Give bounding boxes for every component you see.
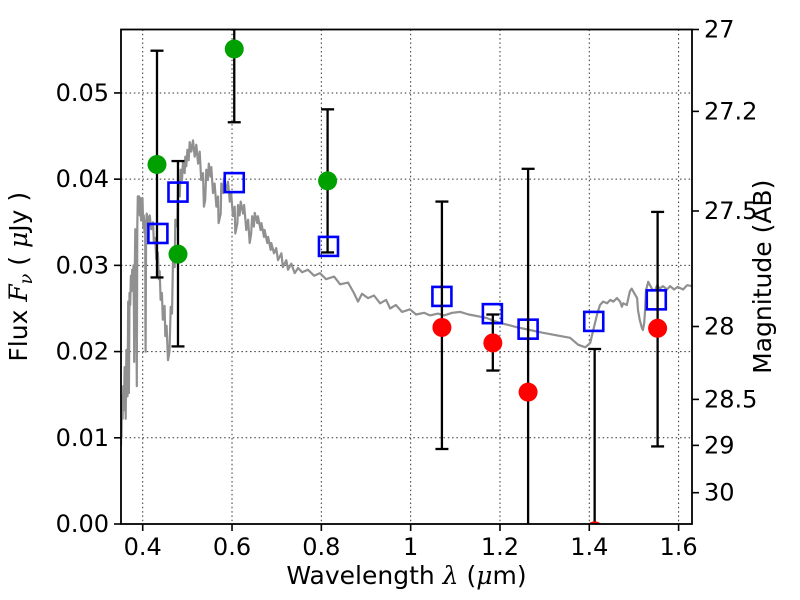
error-bars	[435, 167, 665, 524]
markers	[147, 171, 668, 340]
red-circle-marker	[483, 333, 503, 353]
x-axis-label: Wavelength λ (μm)	[286, 561, 526, 590]
blue-square-marker	[223, 171, 246, 194]
red-circle-marker	[432, 317, 452, 337]
blue-square-marker	[167, 181, 189, 203]
right-tick-label: 27.2	[704, 97, 757, 125]
markers	[147, 39, 338, 264]
x-tick-label: 0.4	[124, 533, 162, 561]
y-tick-label: 0.05	[56, 79, 109, 107]
blue-square-marker	[645, 289, 668, 311]
tick-labels: 0.4 0.6 0.8 1 1.2 1.4 1.6 0.00 0.01 0.02 0.03 0.04 0…	[4, 16, 777, 591]
right-tick-label: 30	[704, 479, 735, 507]
y-tick-label: 0.03	[56, 251, 109, 279]
plot-area	[121, 29, 692, 524]
x-tick-label: 1.2	[481, 533, 519, 561]
right-tick-label: 28.5	[704, 385, 757, 413]
green-circle-marker	[168, 244, 188, 264]
ticks	[114, 28, 699, 531]
blue-square-marker	[147, 222, 169, 245]
green-circle-marker	[318, 171, 338, 191]
y-tick-label: 0.02	[56, 338, 109, 366]
right-tick-label: 27.5	[704, 197, 757, 225]
green-circle-marker	[147, 155, 167, 175]
blue-square-marker	[317, 235, 340, 258]
x-tick-label: 0.8	[302, 533, 340, 561]
y-axis-label: Flux Fν ( μJy )	[4, 192, 37, 362]
x-tick-label: 1.6	[660, 533, 698, 561]
spectrum-line	[121, 139, 692, 446]
right-axis-label: Magnitude (AB)	[748, 180, 777, 374]
y-tick-label: 0.04	[56, 165, 109, 193]
right-tick-label: 27	[704, 16, 735, 44]
markers	[432, 317, 668, 524]
red-circle-marker	[518, 382, 538, 402]
plot-frame	[120, 28, 693, 525]
right-tick-label: 28	[704, 313, 735, 341]
blue-square-marker	[582, 310, 605, 333]
y-tick-label: 0.00	[56, 510, 109, 538]
green-circle-marker	[224, 39, 244, 59]
x-tick-label: 1.4	[570, 533, 608, 561]
x-tick-label: 1	[403, 533, 418, 561]
y-tick-label: 0.01	[56, 424, 109, 452]
red-circle-marker	[648, 318, 668, 338]
grid	[121, 29, 692, 524]
right-tick-label: 29	[704, 431, 735, 459]
x-tick-label: 0.6	[213, 533, 251, 561]
